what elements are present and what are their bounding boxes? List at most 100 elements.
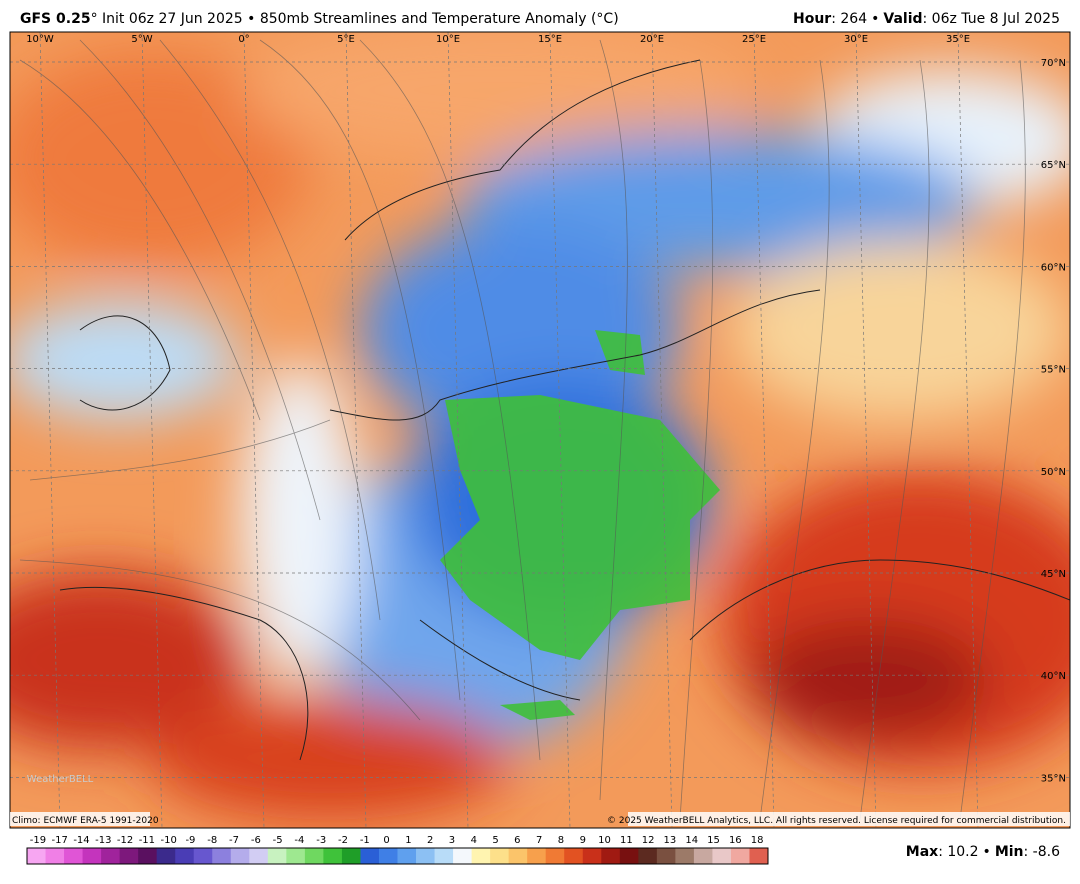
green-anomaly bbox=[440, 395, 720, 660]
colorbar-swatch bbox=[453, 848, 473, 864]
colorbar-swatch bbox=[712, 848, 732, 864]
colorbar-label: -14 bbox=[73, 835, 89, 846]
longitude-line bbox=[651, 32, 673, 828]
colorbar-label: 3 bbox=[449, 835, 455, 846]
colorbar-label: 18 bbox=[751, 835, 764, 846]
colorbar-swatch bbox=[27, 848, 47, 864]
colorbar-label: 12 bbox=[642, 835, 655, 846]
longitude-line bbox=[957, 32, 979, 828]
green-anomaly bbox=[500, 700, 575, 720]
colorbar-swatch bbox=[656, 848, 676, 864]
longitude-line bbox=[141, 32, 163, 828]
colorbar-label: -2 bbox=[338, 835, 348, 846]
colorbar-swatch bbox=[138, 848, 158, 864]
lon-label: 10°E bbox=[436, 34, 460, 45]
longitude-line bbox=[345, 32, 367, 828]
colorbar-swatch bbox=[434, 848, 454, 864]
longitude-line bbox=[39, 32, 61, 828]
colorbar-swatch bbox=[601, 848, 621, 864]
colorbar-label: -17 bbox=[52, 835, 68, 846]
colorbar-label: -8 bbox=[207, 835, 217, 846]
longitude-line bbox=[243, 32, 265, 828]
colorbar-label: 5 bbox=[492, 835, 498, 846]
colorbar-label: 9 bbox=[580, 835, 586, 846]
colorbar-frame bbox=[26, 847, 769, 865]
colorbar-label: 4 bbox=[471, 835, 477, 846]
colorbar-swatch bbox=[64, 848, 84, 864]
colorbar-swatch bbox=[378, 848, 398, 864]
separator: • bbox=[983, 844, 991, 860]
colorbar-label: 16 bbox=[729, 835, 742, 846]
colorbar-label: 10 bbox=[598, 835, 611, 846]
climo: Climo: ECMWF ERA-5 1991-2020 bbox=[12, 816, 159, 826]
model: GFS 0.25 bbox=[20, 11, 91, 27]
colorbar-label: -11 bbox=[139, 835, 155, 846]
header-title: GFS 0.25° Init 06z 27 Jun 2025 • 850mb S… bbox=[20, 11, 619, 27]
colorbar-label: 2 bbox=[427, 835, 433, 846]
colorbar-label: -1 bbox=[360, 835, 370, 846]
colorbar-swatch bbox=[286, 848, 306, 864]
colorbar-swatch bbox=[619, 848, 639, 864]
streamlines bbox=[19, 39, 1026, 821]
colorbar-swatch bbox=[582, 848, 602, 864]
longitude-line bbox=[549, 32, 571, 828]
lat-label: 50°N bbox=[1041, 467, 1066, 478]
colorbar-label: 15 bbox=[707, 835, 720, 846]
colorbar-swatch bbox=[304, 848, 324, 864]
stats: Max: 10.2 • Min: -8.6 bbox=[906, 844, 1060, 860]
colorbar-swatch bbox=[490, 848, 510, 864]
colorbar-label: 14 bbox=[685, 835, 698, 846]
colorbar-swatch bbox=[360, 848, 380, 864]
lat-label: 45°N bbox=[1041, 569, 1066, 580]
max-label: Max bbox=[906, 844, 938, 860]
colorbar-swatch bbox=[267, 848, 287, 864]
lon-label: 25°E bbox=[742, 34, 766, 45]
colorbar-label: -5 bbox=[273, 835, 283, 846]
colorbar-swatch bbox=[156, 848, 176, 864]
colorbar-swatch bbox=[471, 848, 491, 864]
lat-label: 70°N bbox=[1041, 58, 1066, 69]
longitude-line bbox=[753, 32, 775, 828]
watermark: WeatherBELL bbox=[27, 774, 94, 785]
colorbar-label: 7 bbox=[536, 835, 542, 846]
hour-value: : 264 bbox=[831, 11, 867, 27]
lon-label: 5°W bbox=[131, 34, 152, 45]
header-valid: Hour: 264 • Valid: 06z Tue 8 Jul 2025 bbox=[793, 11, 1060, 27]
longitude-line bbox=[447, 32, 469, 828]
colorbar-swatch bbox=[119, 848, 139, 864]
min-label: Min bbox=[995, 844, 1024, 860]
climo-box bbox=[10, 812, 150, 826]
colorbar-label: -19 bbox=[30, 835, 46, 846]
colorbar-swatch bbox=[545, 848, 565, 864]
colorbar-swatch bbox=[82, 848, 102, 864]
lat-label: 65°N bbox=[1041, 160, 1066, 171]
lon-label: 15°E bbox=[538, 34, 562, 45]
colorbar-label: -6 bbox=[251, 835, 261, 846]
longitude-line bbox=[855, 32, 877, 828]
colorbar-swatch bbox=[730, 848, 750, 864]
colorbar-label: 13 bbox=[664, 835, 677, 846]
lon-label: 10°W bbox=[26, 34, 54, 45]
colorbar-swatch bbox=[527, 848, 547, 864]
map-area: WeatherBELL bbox=[10, 32, 1070, 828]
copyright: © 2025 WeatherBELL Analytics, LLC. All r… bbox=[607, 816, 1066, 826]
min-value: : -8.6 bbox=[1024, 844, 1061, 860]
copyright-box bbox=[628, 812, 1070, 826]
colorbar-swatch bbox=[638, 848, 658, 864]
graticule bbox=[10, 32, 1070, 828]
colorbar-swatch bbox=[45, 848, 65, 864]
map-frame bbox=[9, 31, 1071, 829]
colorbar-label: -10 bbox=[160, 835, 176, 846]
valid-value: : 06z Tue 8 Jul 2025 bbox=[923, 11, 1060, 27]
colorbar-swatch bbox=[341, 848, 361, 864]
lat-label: 35°N bbox=[1041, 773, 1066, 784]
colorbar-label: -12 bbox=[117, 835, 133, 846]
colorbar-label: -3 bbox=[316, 835, 326, 846]
lat-label: 40°N bbox=[1041, 671, 1066, 682]
coastlines bbox=[59, 59, 1070, 761]
colorbar-swatch bbox=[397, 848, 417, 864]
lon-label: 20°E bbox=[640, 34, 664, 45]
colorbar-swatch bbox=[416, 848, 436, 864]
hour-label: Hour bbox=[793, 11, 831, 27]
colorbar-label: -9 bbox=[185, 835, 195, 846]
